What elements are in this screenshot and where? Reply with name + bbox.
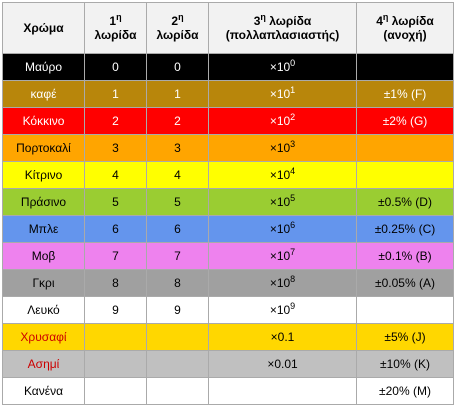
tolerance-cell: ±10% (K) [356, 350, 454, 378]
multiplier-cell: ×103 [208, 134, 357, 162]
table-row: Κόκκινο 2 2 ×102 ±2% (G) [2, 107, 454, 135]
band2-cell: 5 [146, 188, 209, 216]
band1-cell: 7 [84, 242, 147, 270]
band2-cell [146, 323, 209, 351]
tolerance-cell: ±5% (J) [356, 323, 454, 351]
color-name-cell: Μοβ [2, 242, 85, 270]
band2-cell [146, 377, 209, 405]
header-band4: 4η λωρίδα (ανοχή) [356, 2, 454, 54]
band1-cell [84, 377, 147, 405]
color-name-cell: Πράσινο [2, 188, 85, 216]
color-name-cell: Ασημί [2, 350, 85, 378]
multiplier-cell: ×106 [208, 215, 357, 243]
band2-cell: 6 [146, 215, 209, 243]
band2-cell: 1 [146, 80, 209, 108]
header-band3: 3η λωρίδα (πολλαπλασιαστής) [208, 2, 357, 54]
band1-cell: 6 [84, 215, 147, 243]
multiplier-cell: ×101 [208, 80, 357, 108]
band1-cell: 2 [84, 107, 147, 135]
color-name-cell: Κόκκινο [2, 107, 85, 135]
color-name-cell: Χρυσαφί [2, 323, 85, 351]
tolerance-cell [356, 161, 454, 189]
band2-cell: 9 [146, 296, 209, 324]
tolerance-cell [356, 296, 454, 324]
multiplier-cell: ×108 [208, 269, 357, 297]
tolerance-cell [356, 53, 454, 81]
multiplier-cell: ×105 [208, 188, 357, 216]
table-row: καφέ 1 1 ×101 ±1% (F) [2, 80, 454, 108]
multiplier-cell: ×109 [208, 296, 357, 324]
color-name-cell: Μαύρο [2, 53, 85, 81]
tolerance-cell: ±0.05% (A) [356, 269, 454, 297]
band1-cell: 9 [84, 296, 147, 324]
band1-cell: 0 [84, 53, 147, 81]
band2-cell: 2 [146, 107, 209, 135]
band1-cell: 8 [84, 269, 147, 297]
table-row: Πράσινο 5 5 ×105 ±0.5% (D) [2, 188, 454, 216]
table-row: Μαύρο 0 0 ×100 [2, 53, 454, 81]
band1-cell: 1 [84, 80, 147, 108]
multiplier-cell: ×0.1 [208, 323, 357, 351]
table-row: Ασημί ×0.01 ±10% (K) [2, 350, 454, 378]
multiplier-cell [208, 377, 357, 405]
header-color: Χρώμα [2, 2, 85, 54]
header-band2: 2η λωρίδα [146, 2, 209, 54]
band1-cell: 5 [84, 188, 147, 216]
table-row: Γκρι 8 8 ×108 ±0.05% (A) [2, 269, 454, 297]
table-row: Μοβ 7 7 ×107 ±0.1% (B) [2, 242, 454, 270]
tolerance-cell: ±0.25% (C) [356, 215, 454, 243]
multiplier-cell: ×104 [208, 161, 357, 189]
table-row: Χρυσαφί ×0.1 ±5% (J) [2, 323, 454, 351]
table-row: Κανένα ±20% (M) [2, 377, 454, 405]
table-row: Μπλε 6 6 ×106 ±0.25% (C) [2, 215, 454, 243]
color-name-cell: καφέ [2, 80, 85, 108]
color-name-cell: Κίτρινο [2, 161, 85, 189]
tolerance-cell: ±0.1% (B) [356, 242, 454, 270]
band2-cell: 7 [146, 242, 209, 270]
band2-cell [146, 350, 209, 378]
multiplier-cell: ×0.01 [208, 350, 357, 378]
band2-cell: 3 [146, 134, 209, 162]
multiplier-cell: ×100 [208, 53, 357, 81]
table-row: Λευκό 9 9 ×109 [2, 296, 454, 324]
band2-cell: 4 [146, 161, 209, 189]
color-name-cell: Κανένα [2, 377, 85, 405]
band1-cell: 4 [84, 161, 147, 189]
tolerance-cell: ±0.5% (D) [356, 188, 454, 216]
color-name-cell: Μπλε [2, 215, 85, 243]
color-name-cell: Λευκό [2, 296, 85, 324]
tolerance-cell [356, 134, 454, 162]
band1-cell: 3 [84, 134, 147, 162]
tolerance-cell: ±1% (F) [356, 80, 454, 108]
band2-cell: 8 [146, 269, 209, 297]
multiplier-cell: ×107 [208, 242, 357, 270]
tolerance-cell: ±20% (M) [356, 377, 454, 405]
band1-cell [84, 350, 147, 378]
table-row: Πορτοκαλί 3 3 ×103 [2, 134, 454, 162]
tolerance-cell: ±2% (G) [356, 107, 454, 135]
band1-cell [84, 323, 147, 351]
multiplier-cell: ×102 [208, 107, 357, 135]
color-name-cell: Γκρι [2, 269, 85, 297]
header-row: Χρώμα 1η λωρίδα 2η λωρίδα 3η λωρίδα (πολλαπ… [2, 2, 454, 54]
band2-cell: 0 [146, 53, 209, 81]
color-name-cell: Πορτοκαλί [2, 134, 85, 162]
header-band1: 1η λωρίδα [84, 2, 147, 54]
table-row: Κίτρινο 4 4 ×104 [2, 161, 454, 189]
